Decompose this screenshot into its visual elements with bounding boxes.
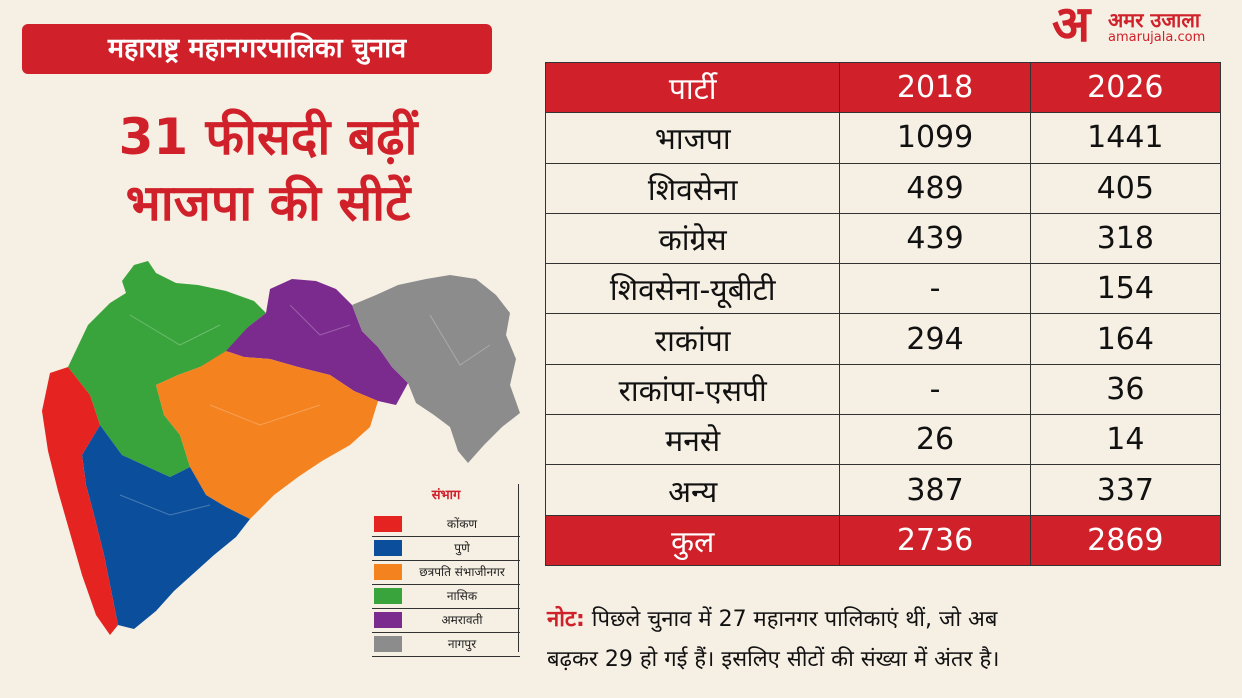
table-row: कांग्रेस 439 318 — [544, 212, 1222, 265]
party-name: भाजपा — [544, 112, 841, 164]
header-2018: 2018 — [839, 61, 1031, 114]
party-name: शिवसेना-यूबीटी — [544, 263, 841, 315]
legend-item-nagpur: नागपुर — [372, 632, 520, 657]
table-row: मनसे 26 14 — [544, 414, 1222, 466]
table-row: राकांपा 294 164 — [544, 313, 1222, 365]
legend-swatch-nashik — [374, 588, 402, 604]
amar-ujala-logo: अ अमर उजाला amarujala.com — [1052, 0, 1238, 53]
legend-label: पुणे — [454, 541, 470, 555]
headline: 31 फीसदी बढ़ीं भाजपा की सीटें — [28, 104, 508, 236]
legend-item-pune: पुणे — [372, 536, 520, 561]
legend-item-konkan: कोंकण — [372, 512, 520, 537]
table-header-row: पार्टी 2018 2026 — [544, 61, 1222, 114]
legend-item-sambhajinagar: छत्रपति संभाजीनगर — [372, 560, 520, 585]
legend-label: नासिक — [446, 589, 478, 603]
party-name: कांग्रेस — [544, 212, 841, 265]
legend-item-amravati: अमरावती — [372, 608, 520, 633]
headline-line-1: 31 फीसदी बढ़ीं — [118, 108, 418, 166]
footnote-line-1: नोट: पिछले चुनाव में 27 महानगर पालिकाएं … — [547, 600, 1237, 640]
region-nagpur — [352, 275, 520, 463]
legend-swatch-nagpur — [374, 636, 402, 652]
seats-2026: 154 — [1029, 263, 1222, 315]
legend-swatch-konkan — [374, 516, 402, 532]
table-total-row: कुल 2736 2869 — [544, 514, 1222, 566]
legend-title: संभाग — [431, 488, 461, 503]
seats-2018: - — [839, 263, 1031, 315]
seats-2018: 489 — [839, 162, 1031, 214]
seats-2026: 318 — [1029, 212, 1222, 265]
legend-label: नागपुर — [447, 637, 477, 651]
table-row: भाजपा 1099 1441 — [544, 112, 1222, 164]
seats-2018: 387 — [839, 464, 1031, 516]
legend-label: छत्रपति संभाजीनगर — [419, 565, 505, 579]
seats-2026: 337 — [1029, 464, 1222, 516]
region-pune — [82, 425, 250, 629]
seats-2026: 1441 — [1029, 112, 1222, 164]
party-name: अन्य — [544, 464, 841, 516]
legend-swatch-amravati — [374, 612, 402, 628]
table-row: शिवसेना 489 405 — [544, 162, 1222, 214]
seats-2018: - — [839, 363, 1031, 416]
total-label: कुल — [544, 514, 841, 566]
seats-table: पार्टी 2018 2026 भाजपा 1099 1441 शिवसेना… — [544, 61, 1222, 566]
region-konkan — [42, 367, 118, 635]
legend-label: कोंकण — [446, 517, 478, 531]
seats-2018: 26 — [839, 414, 1031, 466]
header-party: पार्टी — [544, 61, 841, 114]
legend-divider — [518, 484, 519, 652]
footnote: नोट: पिछले चुनाव में 27 महानगर पालिकाएं … — [547, 600, 1237, 680]
seats-2026: 405 — [1029, 162, 1222, 214]
maharashtra-division-map — [42, 261, 520, 635]
region-amravati — [226, 279, 408, 405]
headline-line-2: भाजपा की सीटें — [125, 174, 411, 232]
legend-swatch-pune — [374, 540, 402, 556]
title-badge: महाराष्ट्र महानगरपालिका चुनाव — [22, 24, 492, 74]
party-name: राकांपा-एसपी — [544, 363, 841, 416]
party-name: शिवसेना — [544, 162, 841, 214]
legend-item-nashik: नासिक — [372, 584, 520, 609]
seats-2018: 439 — [839, 212, 1031, 265]
seats-2018: 1099 — [839, 112, 1031, 164]
footnote-text-1: पिछले चुनाव में 27 महानगर पालिकाएं थीं, … — [591, 607, 998, 632]
seats-2026: 164 — [1029, 313, 1222, 365]
footnote-label: नोट: — [547, 607, 585, 632]
seats-2026: 36 — [1029, 363, 1222, 416]
table-row: अन्य 387 337 — [544, 464, 1222, 516]
header-2026: 2026 — [1029, 61, 1222, 114]
table-row: शिवसेना-यूबीटी - 154 — [544, 263, 1222, 315]
party-name: राकांपा — [544, 313, 841, 365]
footnote-line-2: बढ़कर 29 हो गई हैं। इसलिए सीटों की संख्य… — [547, 647, 1000, 672]
seats-2018: 294 — [839, 313, 1031, 365]
legend-label: अमरावती — [441, 613, 483, 627]
region-chhatrapati-sambhajinagar — [156, 351, 378, 519]
region-nashik — [68, 261, 266, 477]
seats-2026: 14 — [1029, 414, 1222, 466]
table-row: राकांपा-एसपी - 36 — [544, 363, 1222, 416]
total-2026: 2869 — [1029, 514, 1222, 566]
logo-english-text: amarujala.com — [1108, 30, 1206, 45]
logo-glyph: अ — [1052, 0, 1091, 53]
party-name: मनसे — [544, 414, 841, 466]
logo-hindi-text: अमर उजाला — [1108, 8, 1201, 32]
legend-swatch-sambhajinagar — [374, 564, 402, 580]
total-2018: 2736 — [839, 514, 1031, 566]
